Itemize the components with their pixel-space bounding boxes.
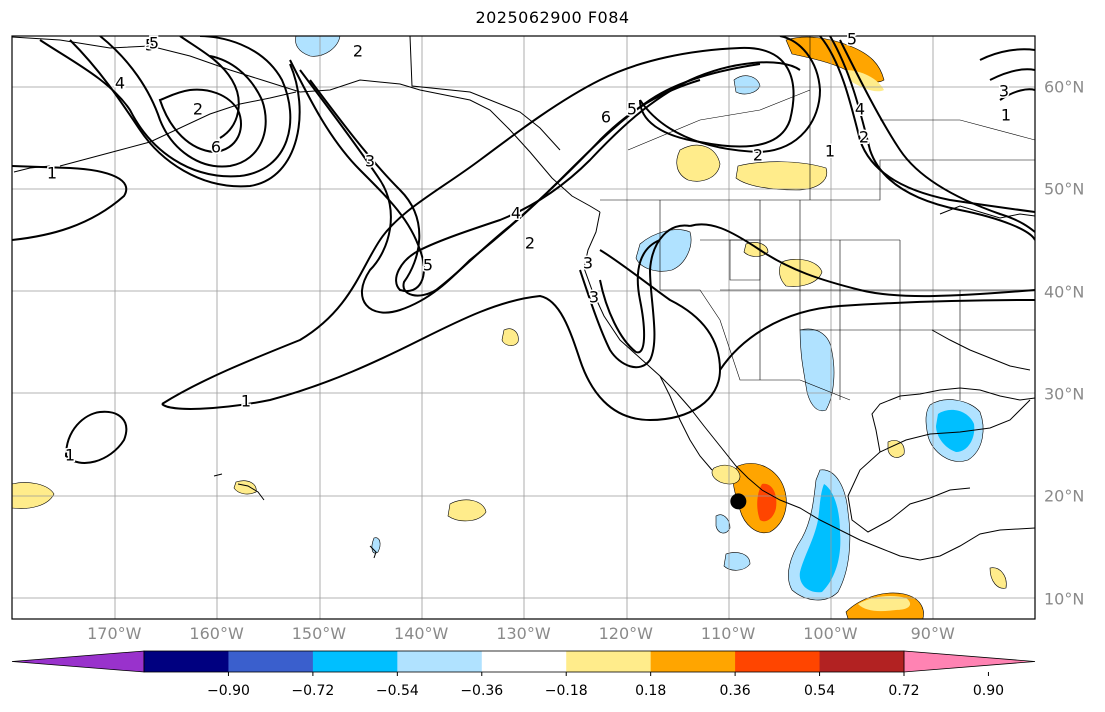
shade-yellow-pacific1 — [501, 328, 519, 346]
colorbar-tick-label: 0.72 — [888, 683, 920, 699]
contour-label: 2 — [859, 128, 869, 147]
shade-yellow-plains — [779, 259, 823, 287]
contour-label: 6 — [601, 108, 611, 127]
shade-blue-small2 — [715, 514, 731, 534]
longitude-tick-label: 140°W — [394, 624, 449, 643]
shade-blue-oregon — [635, 229, 692, 272]
contour-label: 4 — [855, 100, 865, 119]
colorbar-tick-label: 0.36 — [719, 683, 751, 699]
colorbar-tick-label: −0.54 — [375, 683, 419, 699]
longitude-tick-label: 130°W — [496, 624, 551, 643]
colorbar — [11, 650, 1036, 676]
shade-cyan-mexico — [799, 484, 841, 593]
colorbar-tick-label: −0.36 — [460, 683, 504, 699]
shade-yellow-rockies — [743, 242, 769, 257]
longitude-tick-label: 170°W — [87, 624, 142, 643]
colorbar-extend-low — [11, 650, 145, 673]
latitude-tick-label: 40°N — [1044, 282, 1085, 302]
shade-yellow-gulf — [887, 440, 905, 458]
colorbar-tick-label: −0.18 — [544, 683, 588, 699]
colorbar-segment — [397, 651, 483, 672]
colorbar-segment — [481, 651, 567, 672]
latitude-tick-label: 60°N — [1044, 77, 1085, 97]
colorbar-segment — [228, 651, 314, 672]
contour-label: 5 — [145, 36, 155, 55]
longitude-tick-label: 120°W — [598, 624, 653, 643]
contour-label: 3 — [999, 82, 1009, 101]
shade-yellow-south — [858, 596, 911, 612]
contour-label: 3 — [365, 152, 375, 171]
shade-blue-small1 — [723, 552, 751, 571]
contour-label: 1 — [65, 446, 75, 465]
gridlines — [12, 36, 1035, 619]
longitude-tick-label: 110°W — [700, 624, 756, 643]
shade-cyan-gulf — [936, 409, 975, 452]
contour-label: 3 — [583, 254, 593, 273]
contour-label: 1 — [241, 392, 251, 411]
contour-label: 1 — [1001, 106, 1011, 125]
longitude-tick-label: 150°W — [291, 624, 347, 643]
contour-label: 5 — [423, 256, 433, 275]
shade-red-core — [757, 483, 777, 522]
contour-label: 3 — [589, 288, 599, 307]
shade-yellow-canada — [676, 144, 721, 182]
borders — [600, 36, 1035, 401]
longitude-tick-label: 90°W — [910, 624, 955, 643]
contour-label: 4 — [511, 204, 521, 223]
colorbar-tick-label: 0.54 — [803, 683, 836, 699]
shade-yellow-rim — [711, 464, 741, 485]
contour-label: 5 — [847, 30, 857, 49]
latitude-tick-label: 30°N — [1044, 384, 1085, 404]
contour-label: 2 — [353, 42, 363, 61]
contour-label: 2 — [525, 234, 535, 253]
colorbar-segment — [566, 651, 652, 672]
shade-yellow-west — [12, 482, 55, 509]
colorbar-segment — [819, 651, 905, 672]
colorbar-segment — [144, 651, 229, 672]
colorbar-tick-label: −0.72 — [291, 683, 335, 699]
latitude-tick-label: 10°N — [1044, 589, 1085, 609]
colorbar-tick-label: −0.90 — [206, 683, 250, 699]
latitude-tick-label: 20°N — [1044, 486, 1085, 506]
longitude-tick-label: 100°W — [803, 624, 858, 643]
colorbar-segment — [735, 651, 821, 672]
longitude-tick-label: 160°W — [189, 624, 244, 643]
colorbar-frame — [143, 650, 905, 673]
shade-blue-alaska — [295, 36, 341, 57]
shade-yellow-north — [846, 70, 884, 92]
contour-label: 2 — [753, 146, 763, 165]
colorbar-segment — [312, 651, 398, 672]
shade-blue-small3 — [371, 537, 381, 554]
colorbar-extend-high — [903, 650, 1036, 673]
shade-blue-canada — [733, 75, 761, 95]
contours — [12, 36, 1035, 464]
latitude-tick-label: 50°N — [1044, 179, 1085, 199]
contour-label: 5 — [149, 34, 159, 53]
map-title: 2025062900 F084 — [475, 8, 630, 27]
colorbar-tick-label: 0.90 — [972, 683, 1005, 699]
contour-label: 5 — [627, 100, 637, 119]
colorbar-segment — [650, 651, 736, 672]
coastlines — [12, 36, 1035, 561]
contour-label: 2 — [193, 100, 203, 119]
colorbar-tick-label: 0.18 — [635, 683, 667, 699]
shade-yellow-carib — [989, 567, 1007, 589]
contour-label: 4 — [115, 74, 125, 93]
map-frame — [11, 35, 1036, 620]
shade-yellow-pacific2 — [447, 499, 487, 522]
contour-label: 1 — [825, 142, 835, 161]
storm-marker — [730, 493, 747, 510]
shade-yellow-hawaii — [233, 480, 257, 495]
shade-yellow-canada2 — [735, 161, 828, 191]
shade-blue-west-mexico — [799, 328, 835, 412]
contour-label: 6 — [211, 138, 221, 157]
contour-label: 1 — [47, 164, 57, 183]
